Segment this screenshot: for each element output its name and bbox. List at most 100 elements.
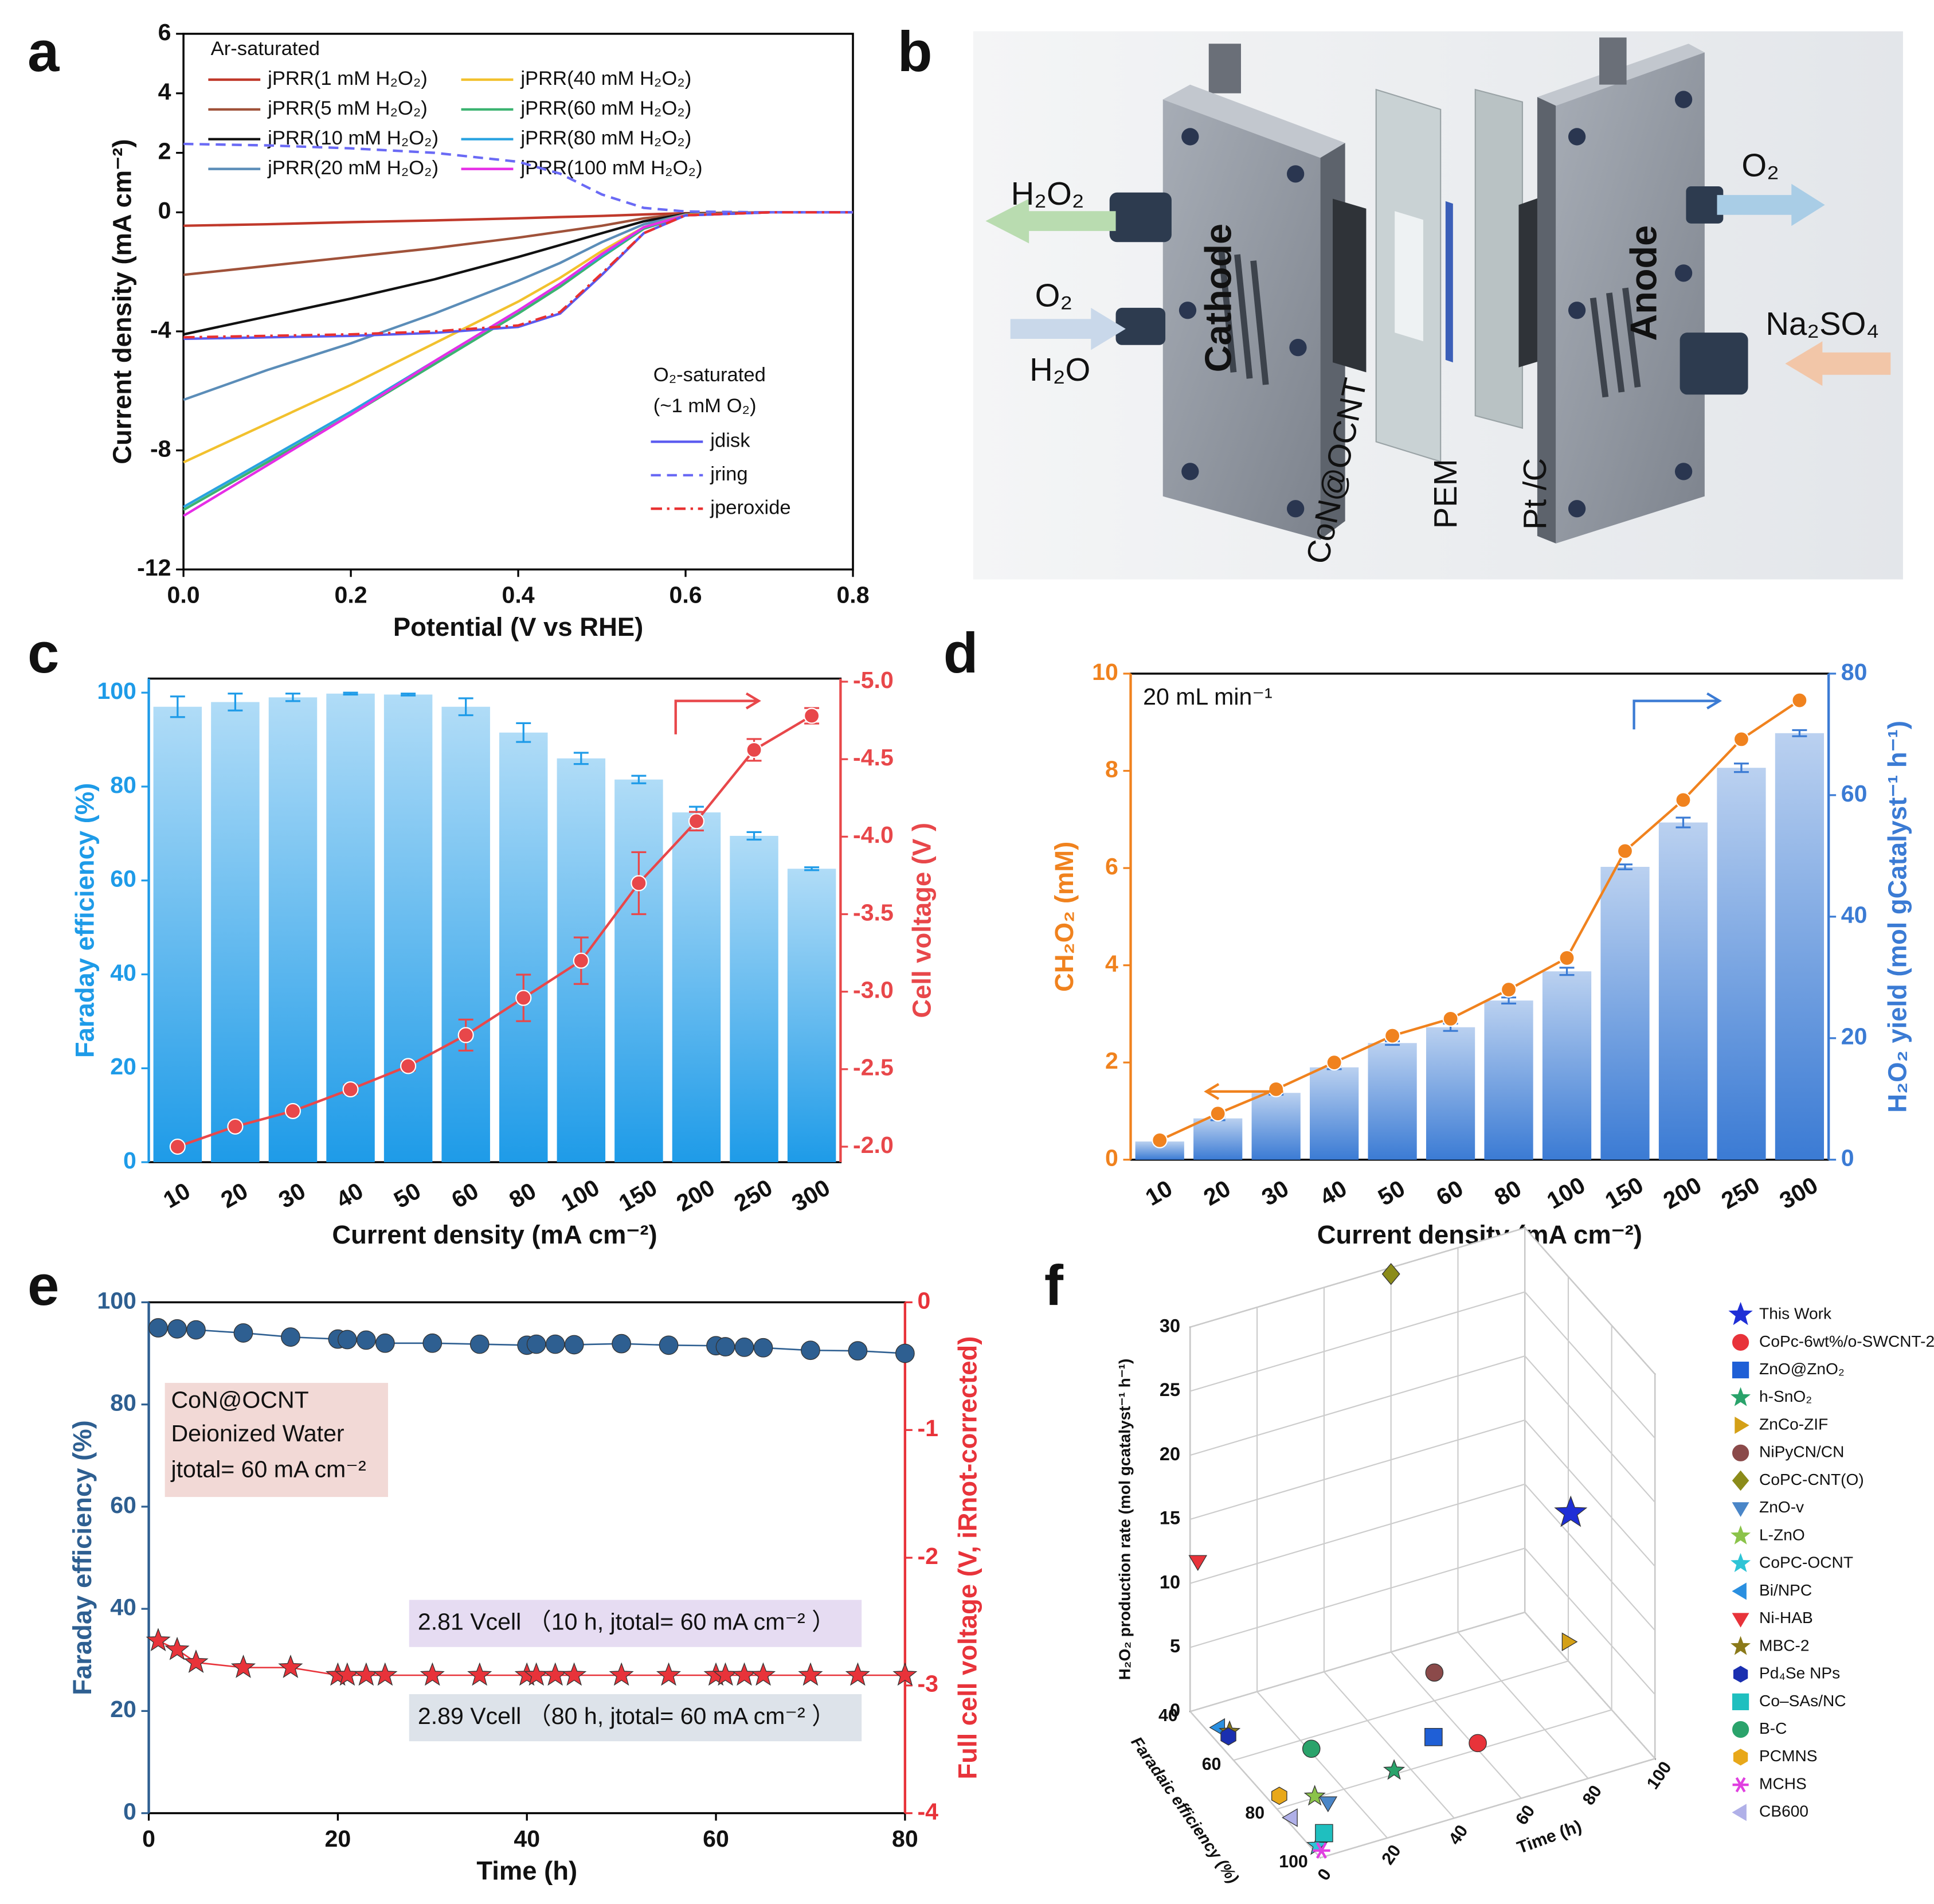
marker (1271, 1786, 1287, 1805)
error-bar (1733, 763, 1749, 773)
x-tick-label: 0 (142, 1825, 155, 1852)
annotation-box (165, 1383, 388, 1498)
marker (564, 1335, 584, 1355)
point (515, 990, 532, 1006)
flow-field (1217, 248, 1269, 385)
panel-label: b (898, 20, 933, 84)
point (1501, 981, 1517, 998)
y2-tick-label: -4.5 (853, 744, 894, 771)
legend-label: jPRR(100 mM H₂O₂) (520, 157, 702, 179)
line-series (183, 211, 854, 339)
gasket-anode (1474, 88, 1524, 429)
point (631, 875, 647, 892)
x-tick-label: 80 (892, 1825, 918, 1852)
y-tick-label: 10 (1092, 659, 1118, 685)
z-tick-label: 15 (1160, 1508, 1180, 1528)
point (573, 952, 589, 969)
legend-swatch (1732, 1613, 1749, 1628)
y2-tick-label: -2.0 (853, 1132, 894, 1158)
diagram-label: Pt /C (1517, 458, 1553, 530)
y2-tick-label: -2 (917, 1543, 938, 1569)
x-tick-label: 10 (1141, 1175, 1177, 1211)
z-tick-label: 5 (1170, 1636, 1180, 1656)
line-series (183, 211, 854, 276)
bar (153, 706, 202, 1163)
x-tick-label: 10 (159, 1178, 195, 1214)
legend-title: Ar-saturated (211, 38, 320, 60)
y-tick-label: 20 (110, 1053, 136, 1080)
x-tick-label: 0.6 (669, 582, 702, 608)
y2-axis-title: Full cell voltage (V, iRnot-corrected) (953, 1336, 982, 1780)
bar (211, 702, 260, 1163)
legend-swatch (1732, 1777, 1749, 1793)
y-tick-label: 60 (1202, 1755, 1222, 1774)
marker (1315, 1824, 1333, 1843)
error-bar (170, 695, 185, 718)
line-series (1159, 699, 1800, 1141)
bar (1368, 1043, 1417, 1160)
legend-title: O₂-saturated (653, 364, 766, 386)
legend-label: ZnO-v (1759, 1498, 1804, 1516)
x-tick-label: 80 (1490, 1175, 1526, 1211)
gasket-window (1395, 211, 1423, 342)
point (457, 1027, 474, 1043)
annotation: jtotal= 60 mA cm⁻² (170, 1456, 366, 1482)
y2-tick-label: 0 (917, 1287, 930, 1313)
error-bar (1675, 816, 1691, 828)
error-bar (343, 691, 358, 696)
holes (1179, 128, 1307, 518)
legend-swatch (1733, 1665, 1748, 1683)
marker (1381, 1263, 1400, 1285)
bar (499, 732, 548, 1163)
legend-swatch (1731, 1387, 1751, 1406)
arrow (985, 198, 1116, 244)
legend-subtitle: (~1 mM O₂) (653, 395, 757, 417)
grid-line (1524, 1355, 1656, 1503)
marker (845, 1662, 870, 1686)
marker (753, 1338, 773, 1358)
legend-label: CoPC-CNT(O) (1759, 1471, 1864, 1488)
y-tick-label: 100 (97, 1287, 136, 1313)
y-tick-label: 0 (123, 1147, 136, 1174)
x-tick-label: 100 (1643, 1758, 1675, 1793)
marker (543, 1662, 568, 1686)
marker (1188, 1555, 1207, 1571)
legend-swatch (1732, 1804, 1747, 1821)
bar (614, 779, 663, 1163)
legend-label: MCHS (1759, 1774, 1807, 1792)
point (1559, 949, 1575, 966)
grid-line (1190, 1547, 1525, 1648)
legend-label: ZnO@ZnO₂ (1759, 1360, 1845, 1378)
marker (1554, 1495, 1588, 1527)
y-tick-label: 40 (110, 1594, 136, 1620)
marker (609, 1662, 634, 1686)
bar (1193, 1118, 1243, 1160)
legend-label: jPRR(80 mM H₂O₂) (520, 127, 691, 149)
x-tick-label: 0.0 (167, 582, 200, 608)
y2-tick-label: -5.0 (853, 667, 894, 693)
legend-swatch (1731, 1525, 1751, 1545)
legend-swatch (1735, 1417, 1749, 1434)
legend-label: jPRR(5 mM H₂O₂) (267, 97, 428, 119)
x-tick-label: 30 (274, 1178, 310, 1214)
legend-label: jPRR(10 mM H₂O₂) (267, 127, 439, 149)
diagram-label: Cathode (1197, 224, 1239, 373)
x-tick-label: 200 (1659, 1172, 1706, 1214)
error-bar (228, 693, 243, 711)
marker (1383, 1759, 1406, 1780)
annotation-box (409, 1694, 862, 1742)
arrow (1717, 183, 1825, 226)
y-axis-title: Faradaic efficiency (%) (1127, 1734, 1242, 1887)
y-tick-label: -12 (137, 554, 171, 581)
x-tick-label: 20 (1199, 1175, 1235, 1211)
z-tick-label: 0 (1170, 1700, 1180, 1721)
legend-label: Ni-HAB (1759, 1609, 1813, 1627)
error-bar (285, 693, 300, 702)
bar (1251, 1093, 1301, 1160)
marker (750, 1662, 776, 1686)
bar (730, 835, 778, 1163)
point (1791, 692, 1808, 709)
panel-label: a (28, 20, 60, 84)
x-tick-label: 0.8 (836, 582, 869, 608)
